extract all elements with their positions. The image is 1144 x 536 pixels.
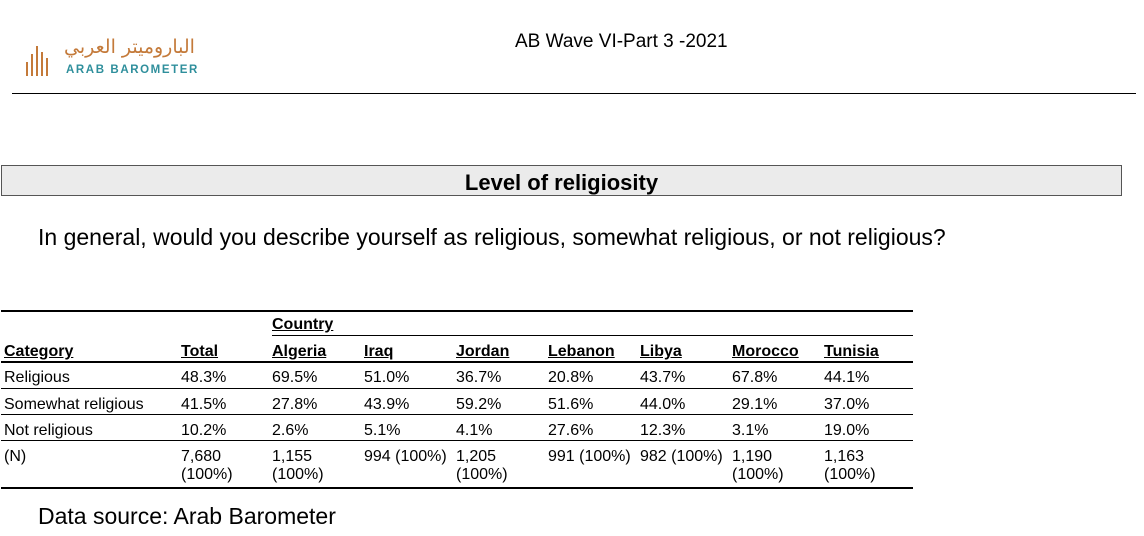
section-title: Level of religiosity — [464, 170, 659, 195]
data-source-note: Data source: Arab Barometer — [38, 503, 336, 529]
cell-n-total: 7,680 — [181, 448, 222, 465]
survey-question: In general, would you describe yourself … — [38, 224, 946, 250]
cell-n-tunisia: 1,163 — [824, 448, 865, 465]
cell-religious-morocco: 67.8% — [732, 369, 778, 386]
cell-not-morocco: 3.1% — [732, 422, 769, 439]
document-header-title: AB Wave VI-Part 3 -2021 — [515, 31, 728, 52]
column-header-total: Total — [181, 343, 219, 360]
cell-n-morocco-pct: (100%) — [732, 466, 784, 483]
cell-religious-tunisia: 44.1% — [824, 369, 870, 386]
cell-somewhat-algeria: 27.8% — [272, 396, 318, 413]
row-rule-2 — [1, 414, 913, 415]
column-header-tunisia: Tunisia — [824, 343, 879, 360]
country-group-header: Country — [272, 316, 334, 333]
cell-n-jordan: 1,205 — [456, 448, 497, 465]
cell-n-algeria: 1,155 — [272, 448, 313, 465]
country-group-rule — [272, 335, 913, 336]
cell-somewhat-morocco: 29.1% — [732, 396, 778, 413]
cell-somewhat-libya: 44.0% — [640, 396, 686, 413]
cell-not-lebanon: 27.6% — [548, 422, 594, 439]
arab-barometer-logo: الباروميتر العربي ARAB BAROMETER — [26, 36, 226, 84]
cell-somewhat-iraq: 43.9% — [364, 396, 410, 413]
cell-somewhat-tunisia: 37.0% — [824, 396, 870, 413]
cell-religious-jordan: 36.7% — [456, 369, 502, 386]
cell-religious-algeria: 69.5% — [272, 369, 318, 386]
row-label-n: (N) — [4, 448, 27, 465]
cell-religious-libya: 43.7% — [640, 369, 686, 386]
cell-not-jordan: 4.1% — [456, 422, 493, 439]
column-header-iraq: Iraq — [364, 343, 394, 360]
cell-somewhat-lebanon: 51.6% — [548, 396, 594, 413]
cell-n-iraq: 994 (100%) — [364, 448, 447, 465]
cell-n-tunisia-pct: (100%) — [824, 466, 876, 483]
cell-n-libya: 982 (100%) — [640, 448, 723, 465]
row-label-not-religious: Not religious — [4, 422, 93, 439]
cell-n-total-pct: (100%) — [181, 466, 233, 483]
logo-english-text: ARAB BAROMETER — [66, 64, 199, 76]
cell-not-libya: 12.3% — [640, 422, 686, 439]
section-title-box: Level of religiosity — [1, 165, 1122, 196]
cell-n-lebanon: 991 (100%) — [548, 448, 631, 465]
cell-religious-lebanon: 20.8% — [548, 369, 594, 386]
cell-religious-total: 48.3% — [181, 369, 227, 386]
row-rule-3 — [1, 440, 913, 441]
logo-arabic-text: الباروميتر العربي — [64, 36, 195, 58]
cell-not-total: 10.2% — [181, 422, 227, 439]
row-rule-1 — [1, 388, 913, 389]
column-header-category: Category — [4, 343, 74, 360]
column-header-jordan: Jordan — [456, 343, 510, 360]
row-label-religious: Religious — [4, 369, 70, 386]
cell-not-tunisia: 19.0% — [824, 422, 870, 439]
cell-n-morocco: 1,190 — [732, 448, 773, 465]
cell-somewhat-total: 41.5% — [181, 396, 227, 413]
header-divider — [12, 93, 1136, 94]
column-header-algeria: Algeria — [272, 343, 327, 360]
cell-n-algeria-pct: (100%) — [272, 466, 324, 483]
table-top-rule — [1, 310, 913, 312]
row-label-somewhat-religious: Somewhat religious — [4, 396, 144, 413]
table-bottom-rule — [1, 487, 913, 489]
header-bottom-rule — [1, 361, 913, 363]
column-header-libya: Libya — [640, 343, 682, 360]
cell-religious-iraq: 51.0% — [364, 369, 410, 386]
results-table: Country Category Total Algeria Iraq Jord… — [1, 310, 913, 490]
cell-somewhat-jordan: 59.2% — [456, 396, 502, 413]
cell-n-jordan-pct: (100%) — [456, 466, 508, 483]
column-header-lebanon: Lebanon — [548, 343, 615, 360]
cell-not-iraq: 5.1% — [364, 422, 401, 439]
cell-not-algeria: 2.6% — [272, 422, 309, 439]
column-header-morocco: Morocco — [732, 343, 799, 360]
logo-bars-icon — [26, 46, 50, 76]
